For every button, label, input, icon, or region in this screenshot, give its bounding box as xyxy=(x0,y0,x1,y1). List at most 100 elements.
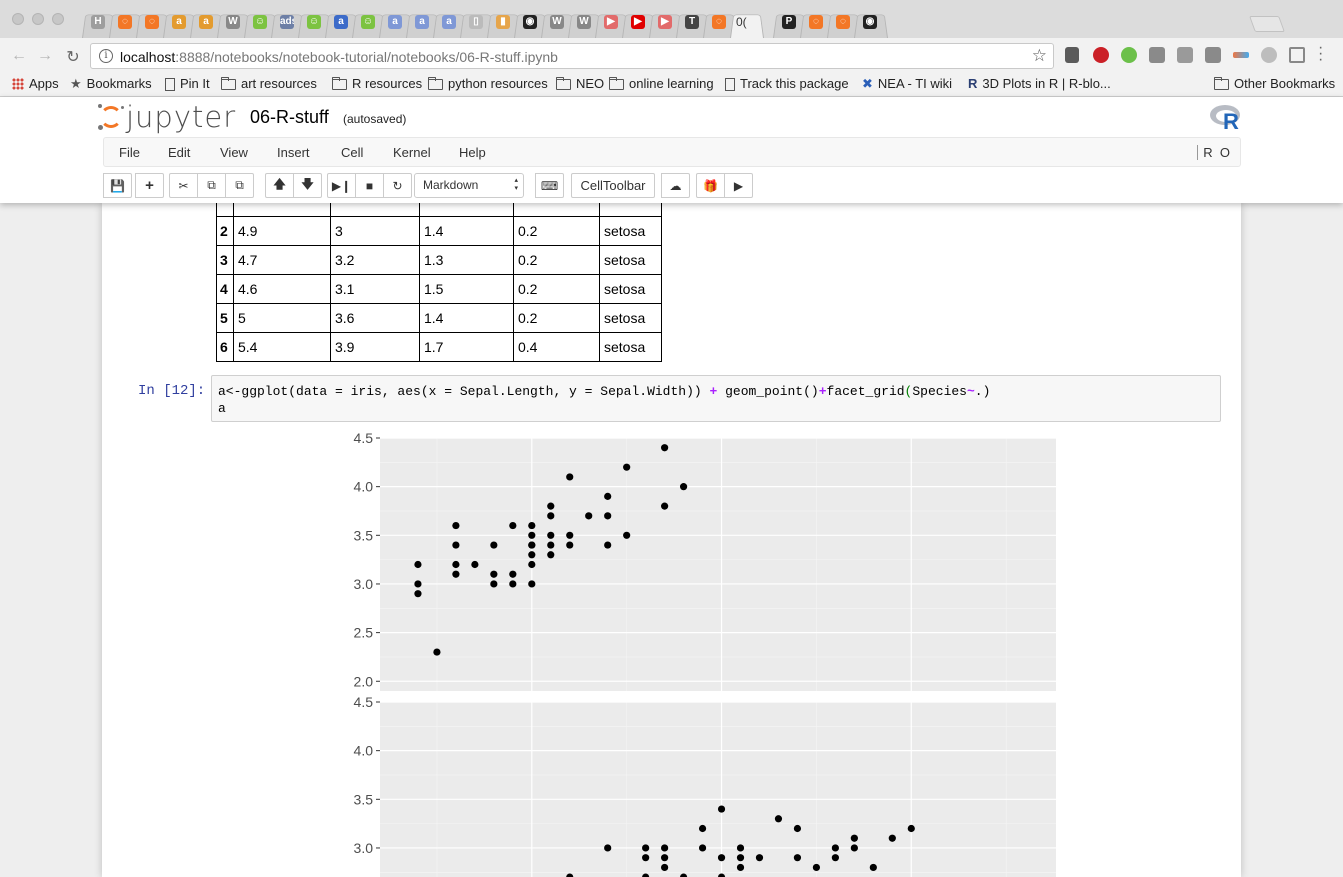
bookmark-item[interactable]: online learning xyxy=(609,75,714,93)
celltoolbar-button[interactable]: CellToolbar xyxy=(571,173,655,198)
tab[interactable]: ◌ xyxy=(800,8,834,38)
tab[interactable]: ▶ xyxy=(649,8,683,38)
tab[interactable]: ◌ xyxy=(136,8,170,38)
tab[interactable]: a xyxy=(406,8,440,38)
kernel-indicator: R O xyxy=(1197,145,1230,160)
notebook-container: 2 4.9 3 1.4 0.2 setosa 3 4.7 3.2 1.3 0.2 setosa 4 4.6… xyxy=(102,203,1241,877)
tab[interactable]: a xyxy=(325,8,359,38)
bookmark-star-icon[interactable]: ☆ xyxy=(1031,46,1047,65)
tab[interactable]: ▯ xyxy=(460,8,494,38)
tab[interactable]: ◉ xyxy=(854,8,888,38)
address-bar[interactable]: i localhost:8888/notebooks/notebook-tuto… xyxy=(90,43,1054,69)
menu-file[interactable]: File xyxy=(119,145,140,160)
tab[interactable]: ▮ xyxy=(487,8,521,38)
youtube-icon[interactable]: ▶ xyxy=(724,173,753,198)
extension-icon[interactable] xyxy=(1177,47,1193,63)
extension-icon[interactable] xyxy=(1205,47,1221,63)
table-cell: 0.2 xyxy=(513,245,600,275)
menu-kernel[interactable]: Kernel xyxy=(393,145,431,160)
move-down-arrow-icon[interactable]: 🡇 xyxy=(293,173,322,198)
extension-icon[interactable] xyxy=(1065,47,1079,63)
extension-icon[interactable] xyxy=(1261,47,1277,63)
tab[interactable]: a xyxy=(163,8,197,38)
menu-edit[interactable]: Edit xyxy=(168,145,191,160)
paste-icon[interactable]: ⧉ xyxy=(225,173,254,198)
restart-icon[interactable]: ↻ xyxy=(383,173,412,198)
pinterest-icon[interactable] xyxy=(1093,47,1109,63)
y-tick-label: 4.0 xyxy=(354,479,374,495)
bookmark-item[interactable]: R resources xyxy=(332,75,422,93)
tab[interactable]: ◌ xyxy=(827,8,861,38)
tab[interactable]: W xyxy=(217,8,251,38)
bookmark-item[interactable]: Track this package xyxy=(725,75,849,93)
cut-icon[interactable]: ✂ xyxy=(169,173,198,198)
menu-bar: File Edit View Insert Cell Kernel Help R… xyxy=(103,137,1241,167)
tab[interactable]: a xyxy=(379,8,413,38)
table-cell: 1.7 xyxy=(419,332,514,362)
extension-icon[interactable] xyxy=(1233,52,1249,58)
keyboard-icon[interactable]: ⌨ xyxy=(535,173,564,198)
browser-menu-icon[interactable]: · · · xyxy=(1318,39,1324,68)
jupyter-logo[interactable]: jupyter xyxy=(98,99,236,135)
reload-icon[interactable]: ↻ xyxy=(66,49,80,66)
tab[interactable]: T xyxy=(676,8,710,38)
bookmark-item[interactable]: R 3D Plots in R | R-blo... xyxy=(968,75,1111,93)
tab[interactable]: ▶ xyxy=(622,8,656,38)
tab[interactable]: ◌ xyxy=(109,8,143,38)
back-arrow-icon[interactable]: ← xyxy=(11,47,27,64)
url-text[interactable]: localhost:8888/notebooks/notebook-tutori… xyxy=(120,49,558,65)
stop-icon[interactable]: ■ xyxy=(355,173,384,198)
bookmark-item[interactable]: python resources xyxy=(428,75,548,93)
menu-cell[interactable]: Cell xyxy=(341,145,364,160)
menu-insert[interactable]: Insert xyxy=(277,145,310,160)
tab[interactable]: W xyxy=(568,8,602,38)
menu-view[interactable]: View xyxy=(220,145,248,160)
move-up-arrow-icon[interactable]: 🡅 xyxy=(265,173,294,198)
tab[interactable]: a xyxy=(190,8,224,38)
save-icon[interactable]: 💾 xyxy=(103,173,132,198)
data-point xyxy=(717,805,726,813)
bookmark-item[interactable]: Pin It xyxy=(165,75,210,93)
cast-icon[interactable] xyxy=(1289,47,1305,63)
tab[interactable]: ☺ xyxy=(352,8,386,38)
maximize-window-button[interactable] xyxy=(52,13,64,25)
tab[interactable]: H xyxy=(82,8,116,38)
run-step-icon[interactable]: ▶❙ xyxy=(327,173,356,198)
bookmark-item[interactable]: art resources xyxy=(221,75,317,93)
forward-arrow-icon[interactable]: → xyxy=(37,47,53,64)
data-point xyxy=(661,863,669,872)
tab[interactable]: P xyxy=(773,8,807,38)
tab[interactable]: ◉ xyxy=(514,8,548,38)
menu-help[interactable]: Help xyxy=(459,145,486,160)
gift-icon[interactable]: 🎁 xyxy=(696,173,725,198)
extension-icon[interactable] xyxy=(1149,47,1165,63)
tab-active[interactable]: 0( xyxy=(730,8,776,38)
bookmark-item[interactable]: ★ Bookmarks xyxy=(70,75,152,93)
tab[interactable]: ☺ xyxy=(244,8,278,38)
grammarly-icon[interactable] xyxy=(1121,47,1137,63)
close-window-button[interactable] xyxy=(12,13,24,25)
tab[interactable]: ▶ xyxy=(595,8,629,38)
code-cell-input[interactable]: a<-ggplot(data = iris, aes(x = Sepal.Len… xyxy=(211,375,1221,422)
copy-icon[interactable]: ⧉ xyxy=(197,173,226,198)
folder-icon xyxy=(332,76,347,90)
tab[interactable]: ads xyxy=(271,8,305,38)
cloud-upload-icon[interactable]: ☁ xyxy=(661,173,690,198)
insert-cell-plus-icon[interactable]: + xyxy=(135,173,164,198)
tab[interactable]: a xyxy=(433,8,467,38)
tab[interactable]: ☺ xyxy=(298,8,332,38)
tab[interactable]: ◌ xyxy=(703,8,737,38)
info-icon[interactable]: i xyxy=(99,49,113,63)
tab[interactable]: W xyxy=(541,8,575,38)
bookmark-item[interactable]: ✖ NEA - TI wiki xyxy=(862,75,952,93)
table-cell: 1.4 xyxy=(419,303,514,333)
minimize-window-button[interactable] xyxy=(32,13,44,25)
ggplot-facet-chart: 2.02.53.03.54.04.5setosa2.02.53.03.54.04… xyxy=(354,430,1056,877)
new-tab-button[interactable] xyxy=(1249,16,1285,32)
bookmark-item[interactable]: Other Bookmarks xyxy=(1214,75,1335,93)
bookmark-item[interactable]: NEO xyxy=(556,75,604,93)
bookmark-item[interactable]: Apps xyxy=(12,75,59,93)
cell-type-select[interactable]: Markdown xyxy=(414,173,524,198)
y-tick-label: 3.5 xyxy=(354,527,374,543)
notebook-name[interactable]: 06-R-stuff xyxy=(250,107,329,127)
